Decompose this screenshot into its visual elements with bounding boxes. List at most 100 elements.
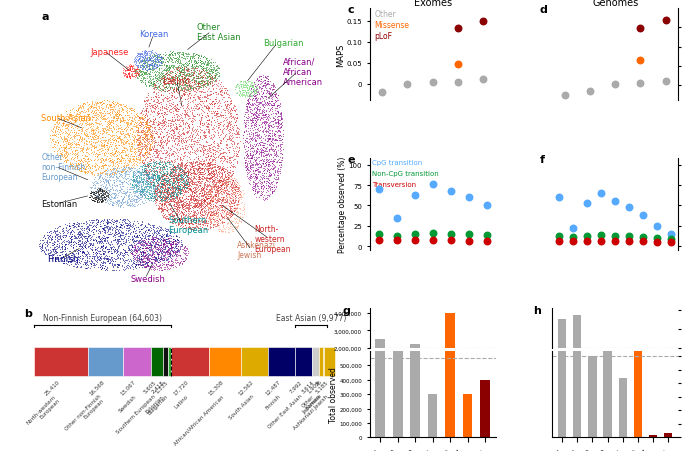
Point bbox=[128, 63, 139, 70]
Point bbox=[179, 65, 190, 72]
Point bbox=[136, 185, 147, 193]
Point bbox=[104, 172, 115, 179]
Point bbox=[260, 129, 271, 136]
Point bbox=[264, 136, 275, 143]
Point bbox=[247, 86, 258, 93]
Point bbox=[103, 145, 114, 152]
Point bbox=[120, 251, 131, 258]
Point bbox=[183, 172, 194, 179]
Point bbox=[139, 143, 150, 151]
Point bbox=[169, 180, 179, 187]
Point bbox=[241, 90, 252, 97]
Point bbox=[171, 202, 182, 210]
Point bbox=[192, 174, 203, 181]
Point bbox=[163, 199, 174, 206]
Point bbox=[138, 247, 149, 254]
Point bbox=[273, 135, 284, 143]
Point bbox=[149, 73, 160, 80]
Point bbox=[233, 188, 244, 195]
Point bbox=[266, 105, 277, 112]
Point bbox=[149, 238, 160, 245]
Point bbox=[156, 171, 167, 179]
Point bbox=[71, 224, 82, 231]
Point bbox=[90, 249, 101, 256]
Point bbox=[240, 159, 251, 166]
Point bbox=[136, 132, 147, 139]
Point bbox=[131, 178, 142, 185]
Point bbox=[166, 189, 177, 196]
Point bbox=[190, 200, 201, 207]
Point bbox=[194, 59, 205, 66]
Point bbox=[167, 118, 178, 125]
Point bbox=[77, 249, 88, 256]
Point bbox=[73, 241, 84, 248]
Point bbox=[233, 185, 244, 192]
Point bbox=[74, 241, 85, 249]
Point bbox=[222, 98, 233, 105]
Point bbox=[167, 239, 178, 246]
Point bbox=[129, 119, 140, 126]
Bar bbox=[649, 435, 658, 437]
Point bbox=[158, 133, 169, 140]
Point bbox=[184, 95, 195, 102]
Point bbox=[179, 153, 190, 161]
Point bbox=[253, 74, 264, 82]
Point bbox=[101, 139, 112, 146]
Point bbox=[123, 239, 134, 247]
Point bbox=[276, 120, 287, 128]
Point bbox=[115, 142, 126, 149]
Point bbox=[218, 214, 229, 221]
Point bbox=[70, 147, 81, 154]
Point bbox=[88, 260, 99, 267]
Point bbox=[222, 199, 233, 206]
Point bbox=[131, 111, 142, 118]
Point bbox=[120, 176, 131, 183]
Point bbox=[180, 77, 191, 84]
Point bbox=[136, 184, 147, 192]
Point bbox=[75, 227, 86, 235]
Point bbox=[233, 210, 244, 217]
Point bbox=[262, 179, 273, 186]
Point bbox=[261, 128, 272, 135]
Point bbox=[181, 160, 192, 167]
Point bbox=[142, 139, 153, 147]
Point bbox=[161, 248, 172, 255]
Point bbox=[128, 168, 139, 175]
Point bbox=[170, 167, 181, 175]
Point bbox=[205, 218, 216, 226]
Point bbox=[114, 224, 125, 231]
Point bbox=[198, 144, 209, 151]
Point bbox=[120, 249, 131, 256]
Point bbox=[114, 125, 125, 132]
Point bbox=[155, 53, 166, 60]
Point bbox=[176, 163, 187, 170]
Point bbox=[192, 166, 203, 174]
Point bbox=[228, 208, 239, 215]
Point bbox=[121, 138, 132, 145]
Point bbox=[129, 74, 140, 81]
Point bbox=[260, 75, 271, 82]
Point bbox=[168, 240, 179, 248]
Point bbox=[104, 196, 115, 203]
Point bbox=[195, 117, 206, 124]
Point bbox=[102, 194, 113, 202]
Point bbox=[142, 256, 153, 263]
Point bbox=[136, 177, 147, 184]
Point bbox=[105, 239, 116, 246]
Point bbox=[162, 258, 173, 266]
Point bbox=[246, 84, 257, 91]
Point bbox=[68, 129, 79, 137]
Point bbox=[108, 177, 119, 184]
Point bbox=[165, 207, 176, 214]
Point bbox=[54, 230, 65, 237]
Point bbox=[108, 194, 119, 201]
Point bbox=[186, 119, 197, 126]
Point bbox=[167, 179, 178, 187]
Point bbox=[74, 133, 85, 140]
Point bbox=[145, 164, 156, 171]
Point bbox=[241, 103, 252, 110]
Point bbox=[188, 73, 199, 80]
Point bbox=[169, 175, 179, 183]
Point bbox=[223, 95, 234, 102]
Point bbox=[219, 209, 229, 216]
